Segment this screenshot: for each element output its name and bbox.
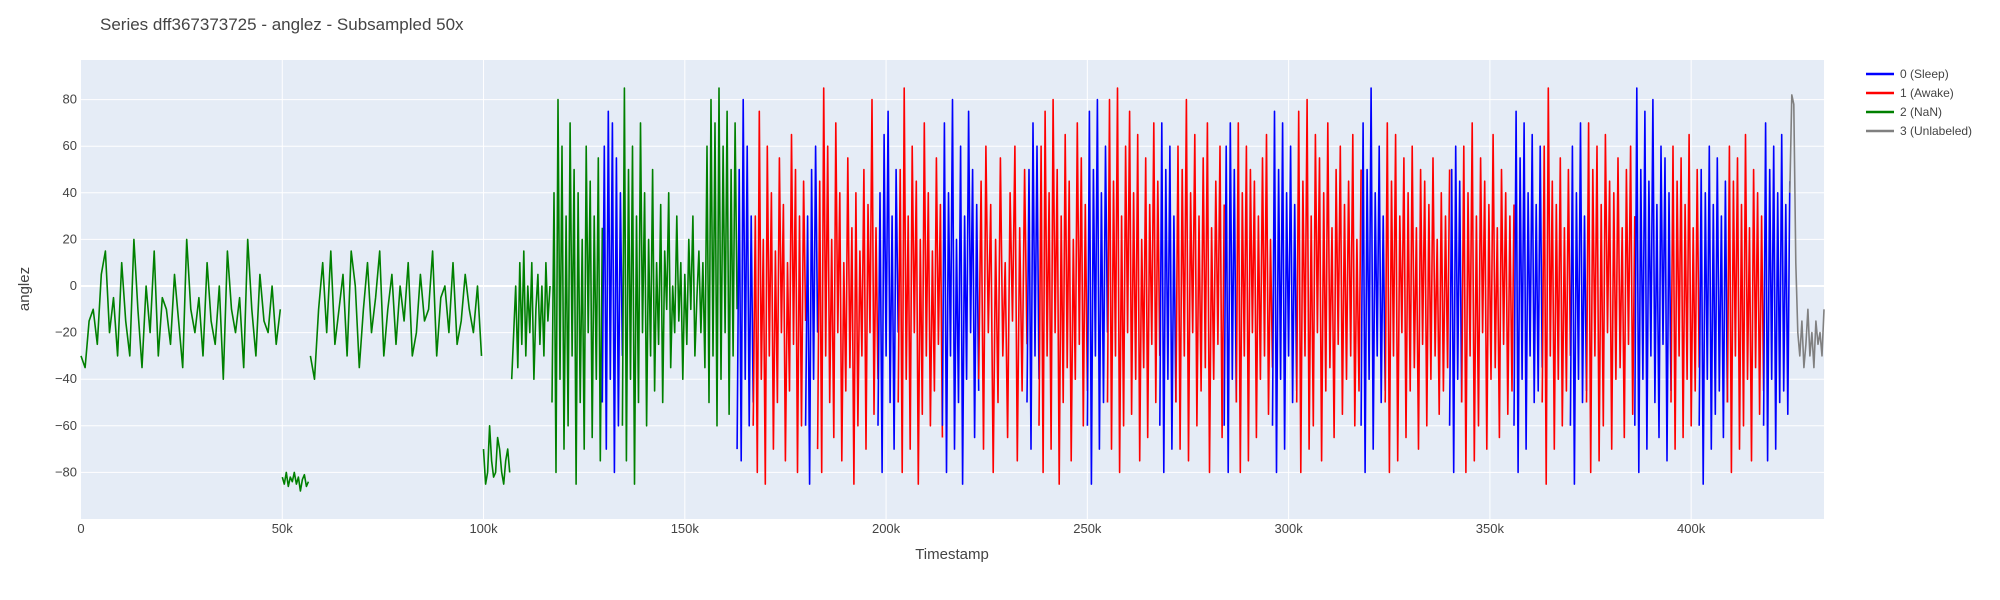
series-line-2	[621, 87, 738, 485]
series-line-0	[736, 98, 754, 462]
legend-label: 3 (Unlabeled)	[1900, 124, 1972, 138]
y-tick-label: −40	[55, 371, 77, 386]
series-line-1	[897, 87, 944, 485]
series-line-2	[482, 424, 511, 485]
series-line-2	[80, 238, 282, 381]
series-line-0	[804, 145, 819, 485]
legend-label: 0 (Sleep)	[1900, 67, 1949, 81]
y-tick-label: 60	[63, 138, 77, 153]
y-axis-title: anglez	[16, 267, 33, 311]
series-line-3	[1789, 94, 1825, 369]
series-line-1	[1038, 98, 1089, 485]
series-line-1	[1106, 87, 1161, 474]
series-line-1	[752, 110, 807, 485]
x-tick-label: 150k	[671, 521, 700, 536]
x-axis-title: Timestamp	[915, 546, 989, 563]
x-tick-label: 50k	[272, 521, 293, 536]
series-line-0	[941, 98, 980, 485]
y-tick-label: 0	[70, 278, 77, 293]
series-line-0	[601, 110, 624, 474]
x-tick-label: 250k	[1073, 521, 1102, 536]
series-lines	[80, 87, 1825, 492]
series-line-0	[877, 110, 899, 474]
series-line-2	[510, 250, 551, 381]
x-tick-label: 300k	[1275, 521, 1304, 536]
series-line-0	[1159, 122, 1177, 474]
y-axis-ticks: 80 60 40 20 0 −20 −40 −60 −80	[55, 92, 77, 480]
series-line-1	[1384, 122, 1451, 474]
legend: 0 (Sleep) 1 (Awake) 2 (NaN) 3 (Unlabeled)	[1866, 67, 1972, 138]
x-tick-label: 400k	[1677, 521, 1706, 536]
series-line-0	[1448, 145, 1463, 474]
series-line-1	[977, 145, 1028, 474]
series-line-1	[1670, 133, 1700, 450]
series-line-1	[1295, 98, 1362, 474]
y-tick-label: −20	[55, 325, 77, 340]
series-line-0	[1223, 122, 1238, 474]
y-tick-label: −60	[55, 418, 77, 433]
series-line-0	[1086, 98, 1109, 485]
legend-label: 2 (NaN)	[1900, 105, 1942, 119]
chart-title: Series dff367373725 - anglez - Subsample…	[100, 15, 464, 34]
x-axis-ticks: 0 50k 100k 150k 200k 250k 300k 350k 400k	[77, 521, 1705, 536]
series-line-1	[1235, 122, 1274, 474]
legend-label: 1 (Awake)	[1900, 86, 1954, 100]
series-line-1	[1726, 133, 1765, 474]
y-tick-label: 40	[63, 185, 77, 200]
series-line-0	[1634, 87, 1672, 474]
x-tick-label: 100k	[469, 521, 498, 536]
series-line-2	[551, 98, 604, 485]
y-tick-label: 20	[63, 231, 77, 246]
series-line-2	[281, 471, 310, 492]
series-line-0	[1513, 110, 1543, 474]
series-line-0	[1569, 122, 1588, 485]
series-line-0	[1762, 122, 1791, 462]
series-line-0	[1271, 110, 1298, 474]
x-tick-label: 0	[77, 521, 84, 536]
y-tick-label: 80	[63, 92, 77, 107]
series-line-1	[816, 87, 879, 485]
series-line-2	[309, 250, 483, 381]
series-line-1	[1175, 98, 1225, 474]
series-line-1	[1541, 87, 1572, 485]
series-line-1	[1585, 122, 1636, 474]
series-line-0	[1360, 87, 1386, 474]
y-tick-label: −80	[55, 464, 77, 479]
x-tick-label: 350k	[1476, 521, 1505, 536]
x-tick-label: 200k	[872, 521, 901, 536]
series-line-0	[1026, 122, 1040, 450]
series-line-0	[1698, 145, 1729, 485]
series-line-1	[1460, 122, 1515, 474]
